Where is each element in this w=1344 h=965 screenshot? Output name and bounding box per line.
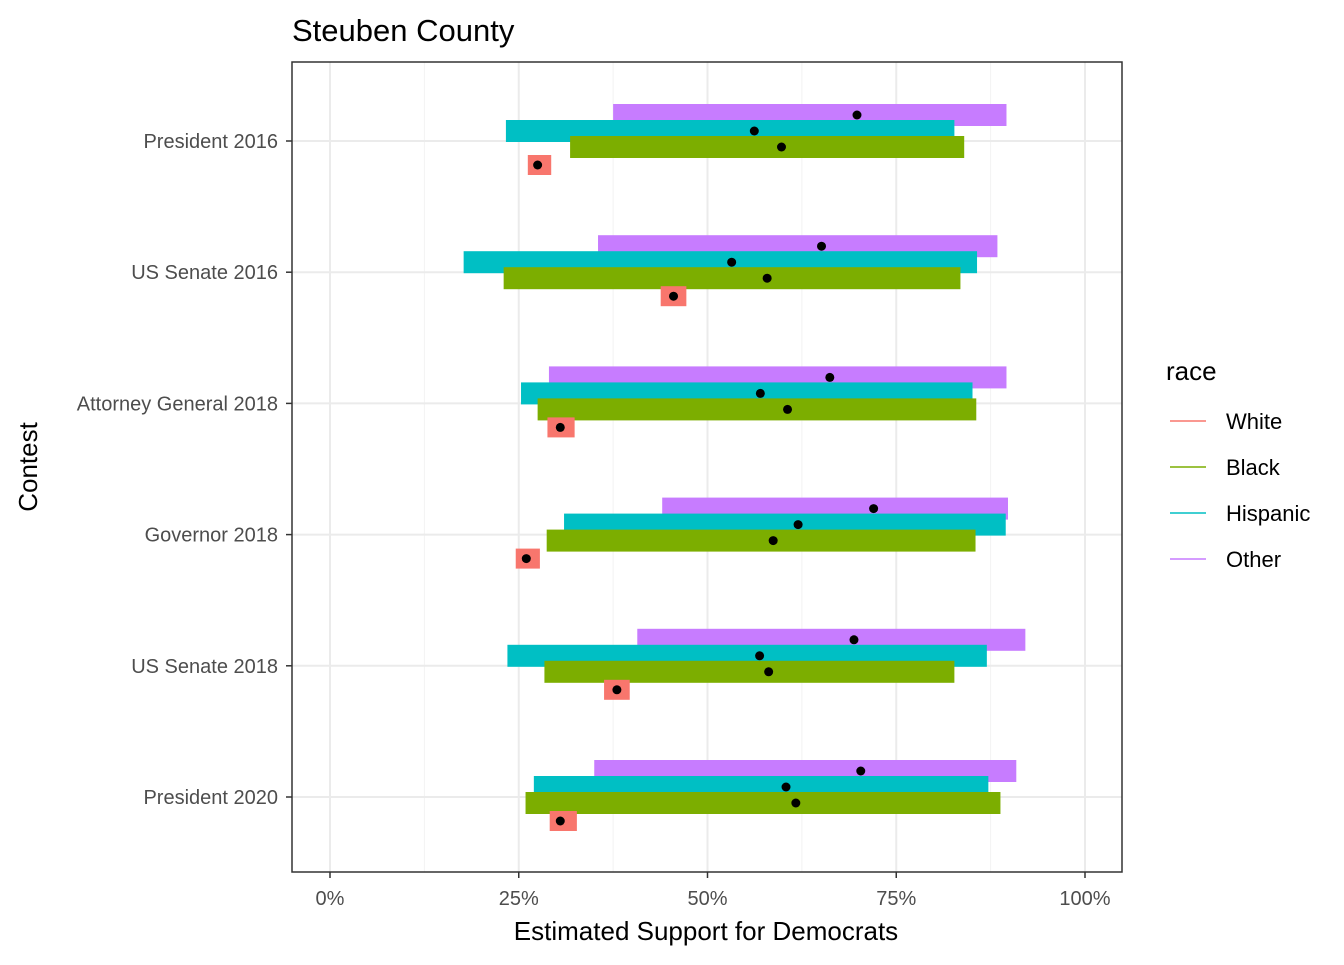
chart-title: Steuben County xyxy=(292,13,515,48)
point-estimate-black xyxy=(764,667,774,677)
point-estimate-white xyxy=(555,816,565,826)
y-tick-label: Governor 2018 xyxy=(145,525,278,547)
point-estimate-white xyxy=(555,422,565,432)
x-tick-label: 25% xyxy=(499,888,539,910)
point-estimate-white xyxy=(533,160,543,170)
interval-bar-black xyxy=(503,267,961,290)
x-tick-label: 50% xyxy=(687,888,727,910)
y-tick-label: Attorney General 2018 xyxy=(77,393,278,415)
point-estimate-other xyxy=(869,504,879,514)
point-estimate-hispanic xyxy=(793,520,803,530)
y-tick-label: President 2016 xyxy=(143,131,278,153)
point-estimate-hispanic xyxy=(781,782,791,792)
plot-panel: 0% 25% 50% 75% 100% President 2016 US Senate 2… xyxy=(77,61,1123,910)
interval-bar-black xyxy=(546,529,976,552)
y-tick-label: US Senate 2018 xyxy=(131,656,278,678)
point-estimate-hispanic xyxy=(749,126,759,136)
point-estimate-hispanic xyxy=(755,388,765,398)
point-estimate-hispanic xyxy=(755,651,765,661)
x-tick-label: 100% xyxy=(1059,888,1110,910)
x-tick-label: 0% xyxy=(316,888,345,910)
interval-bar-black xyxy=(537,398,977,421)
y-tick-label: President 2020 xyxy=(143,787,278,809)
point-estimate-black xyxy=(768,536,778,546)
y-tick-label: US Senate 2016 xyxy=(131,262,278,284)
interval-bar-black xyxy=(570,136,965,158)
point-estimate-other xyxy=(825,372,835,382)
point-estimate-other xyxy=(817,241,827,251)
point-estimate-white xyxy=(521,554,531,564)
point-estimate-white xyxy=(669,291,679,301)
legend-label-other: Other xyxy=(1226,547,1281,572)
y-axis-title: Contest xyxy=(13,421,43,511)
point-estimate-black xyxy=(762,273,772,283)
point-estimate-hispanic xyxy=(727,257,737,267)
x-axis-title: Estimated Support for Democrats xyxy=(514,916,898,946)
point-estimate-black xyxy=(776,142,786,152)
interval-bar-black xyxy=(525,792,1001,814)
point-estimate-white xyxy=(612,685,622,695)
point-estimate-other xyxy=(856,766,866,776)
point-estimate-other xyxy=(849,635,859,645)
interval-bar-black xyxy=(544,660,955,683)
legend-label-black: Black xyxy=(1226,455,1281,480)
point-estimate-black xyxy=(783,404,793,414)
legend-label-hispanic: Hispanic xyxy=(1226,501,1310,526)
legend-title: race xyxy=(1166,356,1217,386)
x-tick-label: 75% xyxy=(876,888,916,910)
legend-label-white: White xyxy=(1226,409,1282,434)
point-estimate-black xyxy=(791,798,801,808)
point-estimate-other xyxy=(852,110,862,120)
legend: race White Black Hispanic Other xyxy=(1166,356,1310,572)
